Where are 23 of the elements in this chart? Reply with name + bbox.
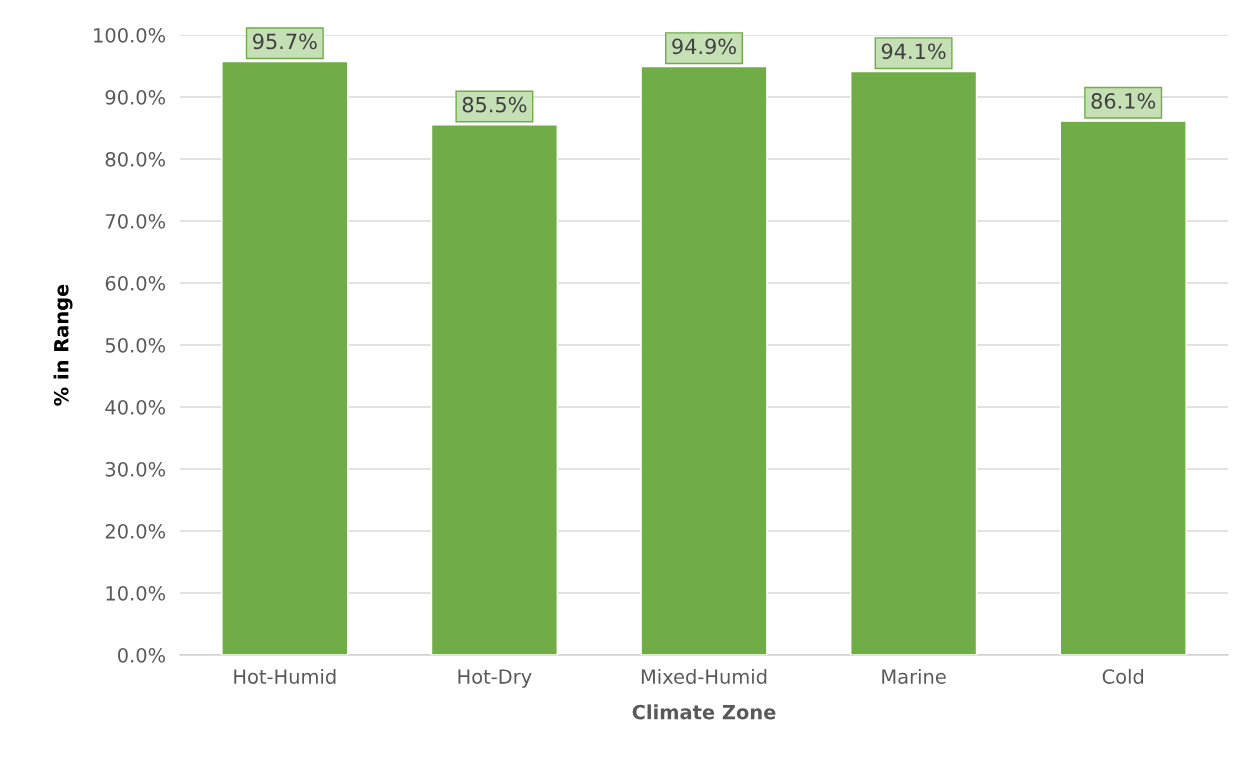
y-tick-label: 60.0% — [105, 275, 166, 291]
x-tick-label: Cold — [1102, 668, 1144, 684]
y-tick-label: 80.0% — [105, 151, 166, 167]
y-tick-label: 30.0% — [105, 461, 166, 477]
y-tick-label: 90.0% — [105, 89, 166, 105]
y-tick-label: 50.0% — [105, 337, 166, 353]
data-label: 85.5% — [462, 96, 527, 113]
data-label: 94.1% — [881, 43, 946, 60]
y-tick-label: 0.0% — [118, 647, 166, 663]
x-tick-label: Hot-Humid — [234, 668, 336, 684]
x-tick-label: Hot-Dry — [458, 669, 532, 688]
y-tick-label: 70.0% — [105, 213, 166, 229]
x-tick-label: Mixed-Humid — [641, 668, 767, 684]
y-tick-label: 40.0% — [105, 399, 166, 415]
data-label: 86.1% — [1091, 93, 1156, 109]
y-axis-title: % in Range — [53, 284, 73, 406]
y-tick-label: 20.0% — [105, 523, 166, 539]
y-tick-label: 10.0% — [106, 585, 166, 601]
data-label: 95.7% — [253, 33, 317, 50]
x-axis-title: Climate Zone — [632, 704, 776, 720]
y-tick-label: 100.0% — [94, 27, 166, 43]
x-tick-label: Marine — [882, 668, 946, 684]
data-label: 94.9% — [672, 38, 736, 55]
